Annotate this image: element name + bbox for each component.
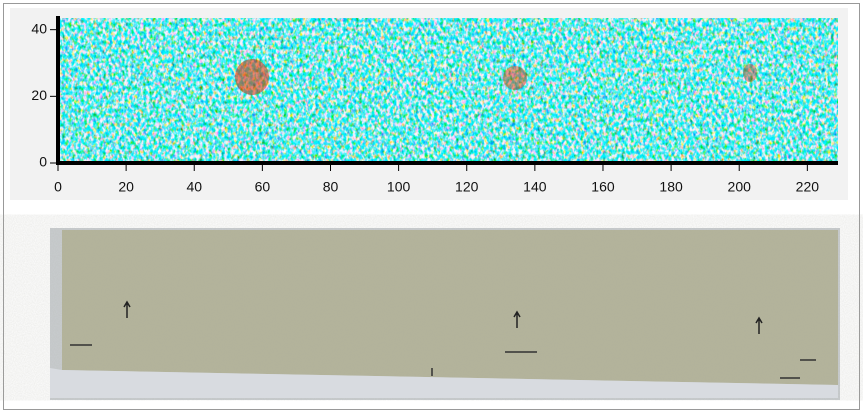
x-tick-label: 100 [387,179,411,195]
hot-spot [503,66,527,90]
arrow-marks [123,300,763,334]
y-tick-label: 20 [31,87,47,103]
y-tick-label: 0 [39,154,47,170]
x-tick-label: 220 [796,179,820,195]
hot-spot [235,59,269,95]
y-tick-label: 40 [31,20,47,36]
heatmap-image [58,18,838,163]
x-tick-label: 60 [255,179,271,195]
x-tick-label: 120 [455,179,479,195]
plate-texture [62,230,838,385]
x-tick-label: 40 [186,179,202,195]
x-tick-label: 160 [591,179,615,195]
x-tick-label: 180 [659,179,683,195]
x-tick-label: 20 [118,179,134,195]
x-tick-label: 0 [54,179,62,195]
x-tick-label: 200 [728,179,752,195]
x-tick-label: 140 [523,179,547,195]
hot-spot [743,64,757,82]
x-tick-label: 80 [323,179,339,195]
photo [50,228,840,400]
plate-edge [50,368,838,398]
handwriting-marks [70,344,816,379]
